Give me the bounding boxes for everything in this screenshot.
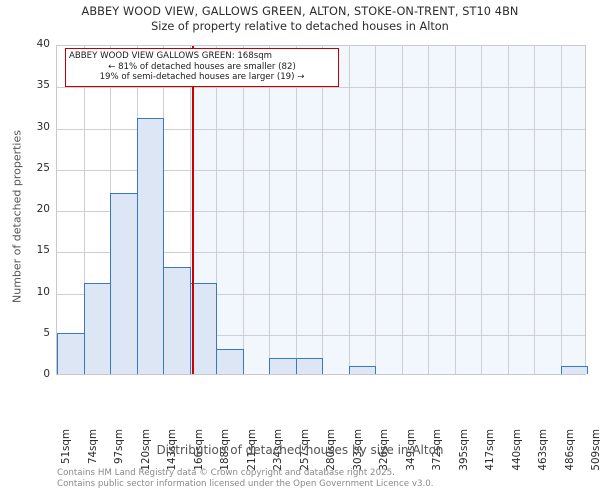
- property-annotation-box: ABBEY WOOD VIEW GALLOWS GREEN: 168sqm ← …: [65, 48, 339, 87]
- annotation-line-1: ABBEY WOOD VIEW GALLOWS GREEN: 168sqm: [69, 51, 273, 61]
- gridline-vertical: [534, 46, 535, 374]
- bar: [136, 118, 164, 374]
- highlight-band: [192, 46, 585, 374]
- bar: [216, 349, 244, 374]
- gridline-horizontal: [57, 170, 585, 171]
- gridline-vertical: [349, 46, 350, 374]
- bar: [269, 357, 297, 374]
- gridline-vertical: [428, 46, 429, 374]
- gridline-horizontal: [57, 211, 585, 212]
- plot-area: [56, 45, 588, 375]
- y-tick-label: 35: [36, 79, 50, 92]
- chart-title-block: ABBEY WOOD VIEW, GALLOWS GREEN, ALTON, S…: [0, 4, 600, 35]
- y-tick-label: 30: [36, 120, 50, 133]
- gridline-horizontal: [57, 252, 585, 253]
- gridline-vertical: [455, 46, 456, 374]
- gridline-horizontal: [57, 335, 585, 336]
- gridline-vertical: [481, 46, 482, 374]
- chart-subtitle: Size of property relative to detached ho…: [151, 20, 449, 33]
- gridline-vertical: [508, 46, 509, 374]
- bar: [83, 283, 111, 374]
- gridline-vertical: [190, 46, 191, 374]
- gridline-vertical: [402, 46, 403, 374]
- bar: [163, 266, 191, 374]
- y-tick-label: 20: [36, 203, 50, 215]
- bar: [57, 332, 85, 374]
- gridline-vertical: [322, 46, 323, 374]
- annotation-line-2: ← 81% of detached houses are smaller (82…: [108, 61, 296, 72]
- property-marker-line: [192, 46, 195, 374]
- y-tick-label: 15: [36, 244, 50, 257]
- gridline-vertical: [216, 46, 217, 374]
- bar: [348, 365, 376, 374]
- gridline-vertical: [561, 46, 562, 374]
- gridline-vertical: [375, 46, 376, 374]
- y-tick-label: 10: [36, 285, 50, 298]
- gridline-vertical: [84, 46, 85, 374]
- footer-line-1: Contains HM Land Registry data © Crown c…: [57, 468, 395, 478]
- y-tick-label: 40: [36, 38, 50, 50]
- gridline-vertical: [269, 46, 270, 374]
- gridline-horizontal: [57, 294, 585, 295]
- y-tick-label: 0: [43, 368, 50, 380]
- gridline-vertical: [243, 46, 244, 374]
- gridline-horizontal: [57, 129, 585, 130]
- attribution-footer: Contains HM Land Registry data © Crown c…: [57, 468, 597, 490]
- gridline-horizontal: [57, 87, 585, 88]
- y-tick-label: 25: [36, 161, 50, 174]
- footer-line-2: Contains public sector information licen…: [57, 479, 434, 489]
- gridline-vertical: [296, 46, 297, 374]
- bar: [110, 192, 138, 374]
- bar: [295, 357, 323, 374]
- y-tick-label: 5: [43, 326, 50, 339]
- x-axis-title: Distribution of detached houses by size …: [156, 443, 444, 457]
- bar: [560, 365, 588, 374]
- annotation-line-3: 19% of semi-detached houses are larger (…: [99, 72, 305, 83]
- page-title: ABBEY WOOD VIEW, GALLOWS GREEN, ALTON, S…: [81, 5, 519, 18]
